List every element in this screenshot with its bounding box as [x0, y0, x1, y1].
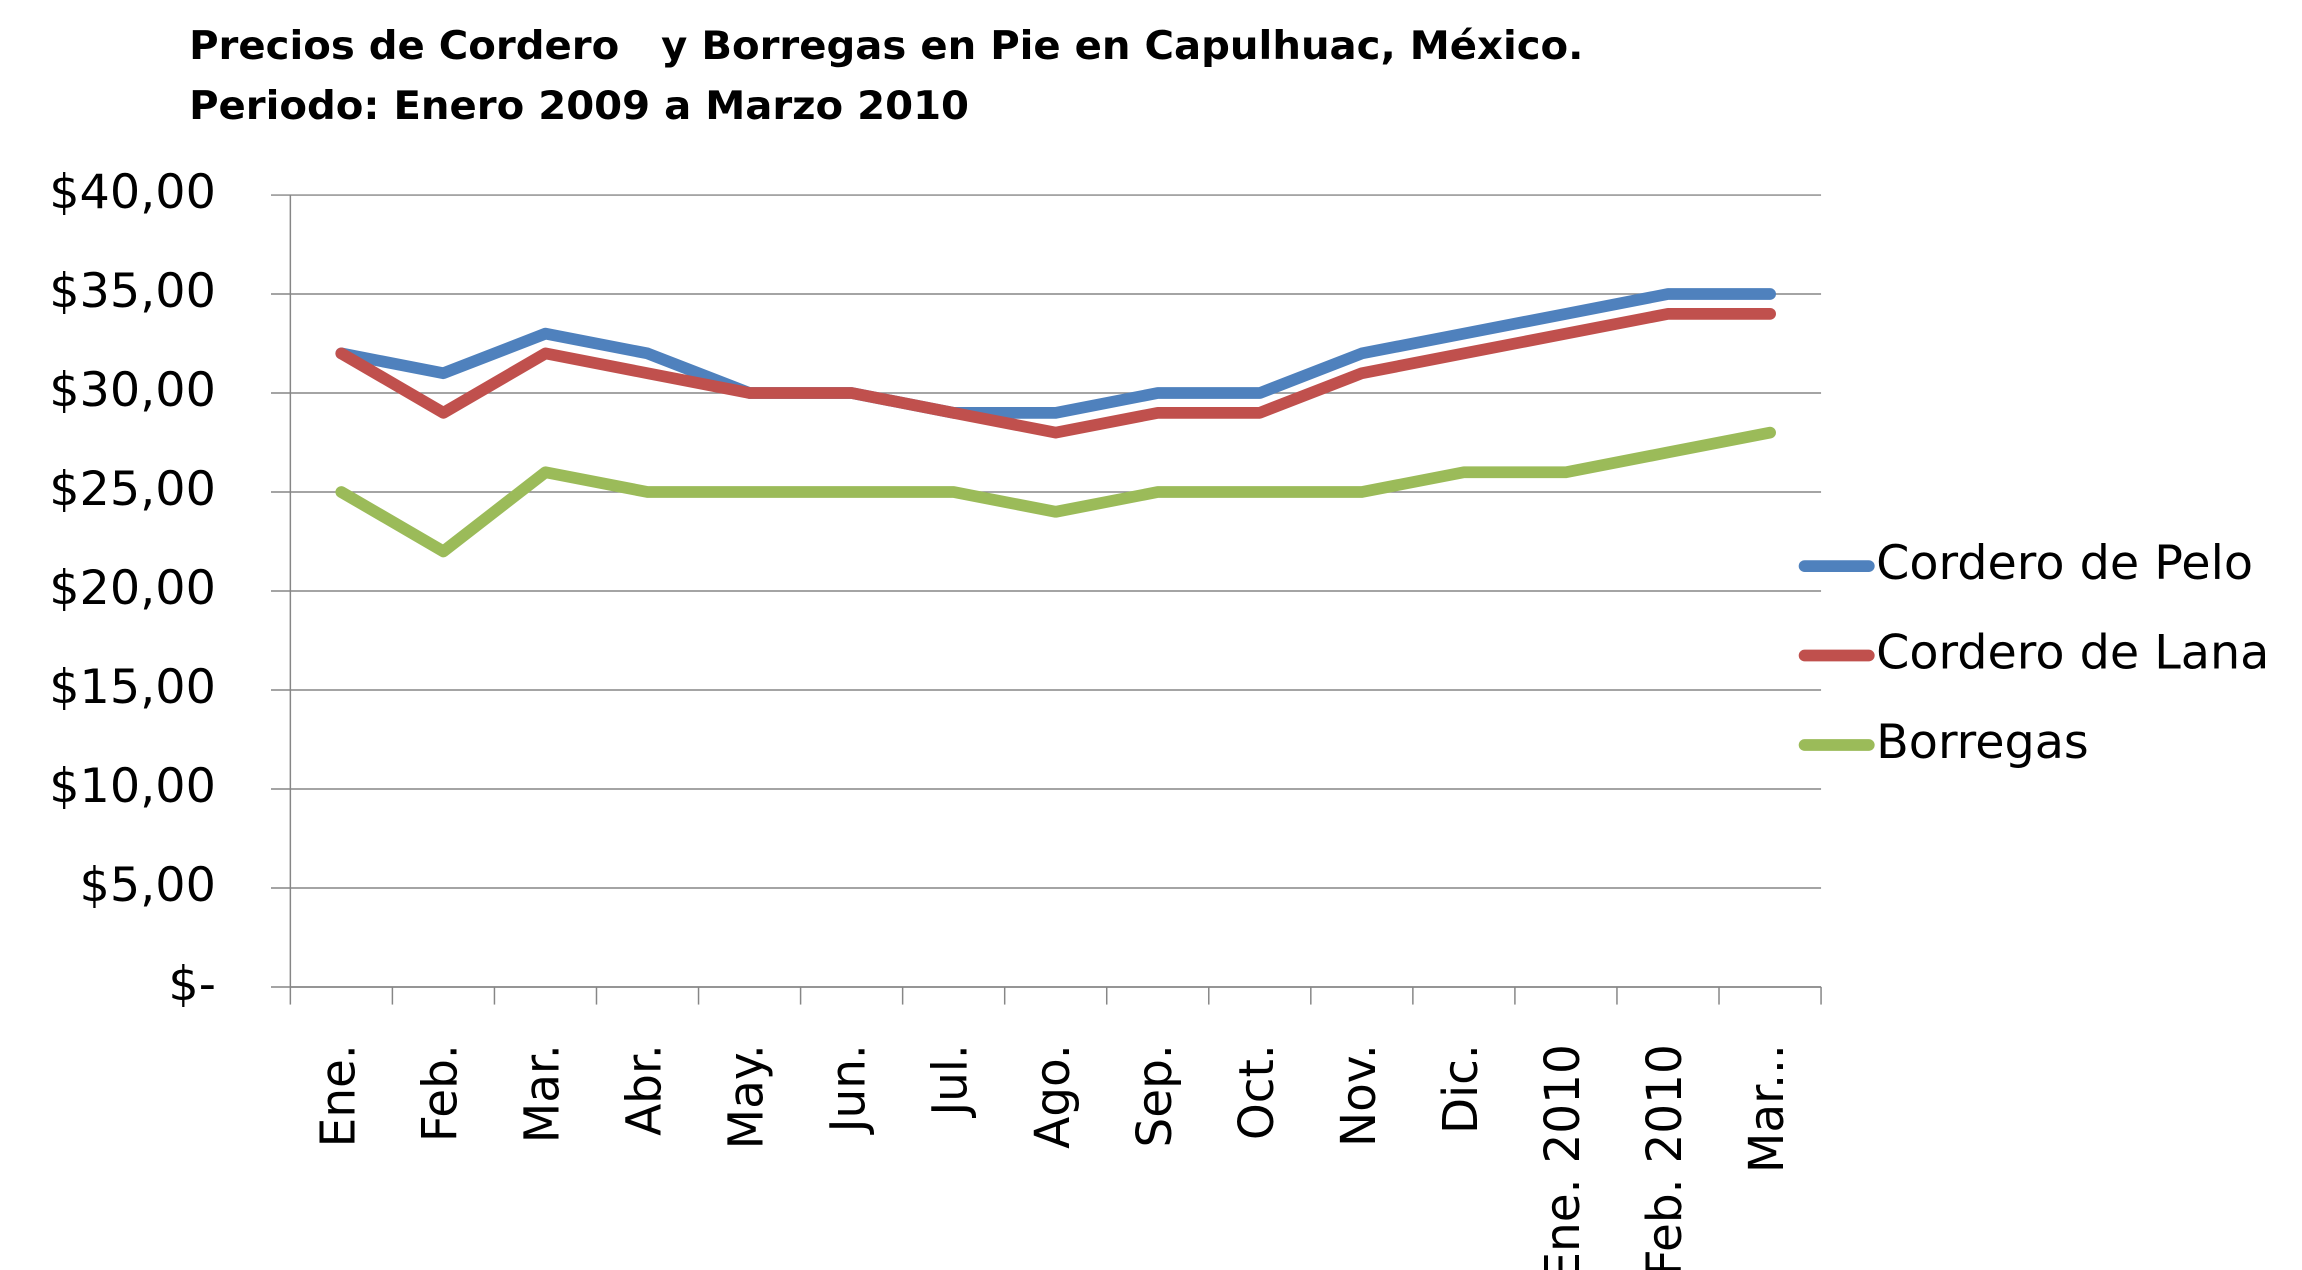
- x-tick-label: Ago.: [1025, 1044, 1080, 1149]
- x-tick-label: Feb. 2010: [1638, 1044, 1693, 1270]
- chart-title: Precios de Cordero y Borregas en Pie en …: [189, 23, 1583, 69]
- x-tick-label: May.: [719, 1044, 774, 1149]
- x-tick-label: Mar...: [1740, 1044, 1795, 1173]
- legend-label: Cordero de Lana: [1876, 626, 2269, 681]
- y-tick-label: $40,00: [49, 165, 216, 220]
- legend-label: Cordero de Pelo: [1876, 536, 2253, 591]
- y-tick-label: $-: [168, 957, 215, 1012]
- x-tick-label: Oct.: [1230, 1044, 1285, 1140]
- y-tick-label: $25,00: [49, 462, 216, 517]
- y-tick-label: $30,00: [49, 363, 216, 418]
- x-tick-label: Feb.: [413, 1044, 468, 1142]
- x-tick-label: Ene.: [311, 1044, 366, 1147]
- x-tick-label: Dic.: [1434, 1044, 1489, 1134]
- x-tick-label: Mar.: [515, 1044, 570, 1143]
- x-tick-label: Abr.: [617, 1044, 672, 1136]
- chart-subtitle: Periodo: Enero 2009 a Marzo 2010: [189, 83, 969, 129]
- x-tick-label: Jun.: [821, 1044, 876, 1135]
- series-line: [335, 307, 1776, 439]
- y-tick-label: $10,00: [49, 759, 216, 814]
- y-tick-label: $5,00: [80, 858, 216, 913]
- x-tick-label: Jul.: [923, 1044, 978, 1118]
- y-tick-label: $15,00: [49, 660, 216, 715]
- x-tick-label: Nov.: [1332, 1044, 1387, 1147]
- y-tick-label: $20,00: [49, 561, 216, 616]
- legend-label: Borregas: [1876, 715, 2089, 770]
- y-tick-label: $35,00: [49, 264, 216, 319]
- x-tick-label: Ene. 2010: [1536, 1044, 1591, 1270]
- series-line: [335, 288, 1776, 419]
- x-tick-label: Sep.: [1128, 1044, 1183, 1147]
- series-line: [335, 426, 1776, 558]
